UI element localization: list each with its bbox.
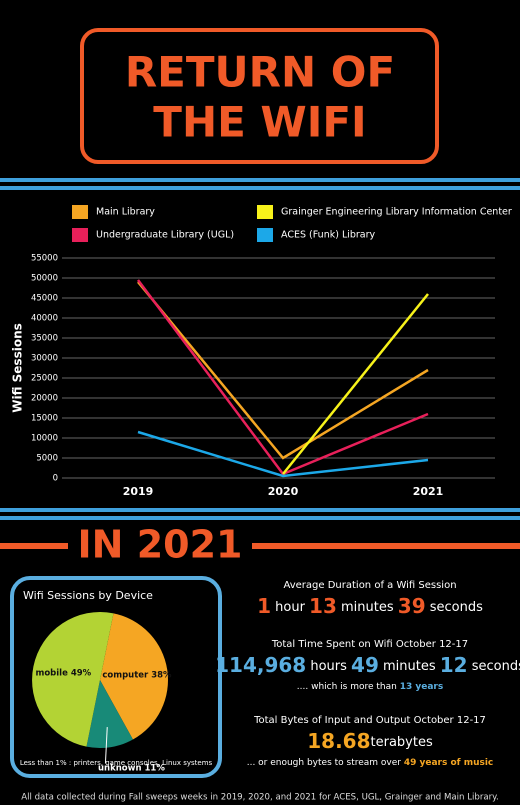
stat-heading: Average Duration of a Wifi Session	[283, 580, 456, 591]
stat-number: 49	[351, 653, 379, 677]
y-tick-label: 20000	[31, 394, 58, 404]
stat-note: ... or enough bytes to stream over 49 ye…	[247, 758, 494, 768]
y-tick-label: 5000	[36, 454, 58, 464]
y-tick-label: 40000	[31, 314, 58, 324]
footer: All data collected during Fall sweeps we…	[21, 793, 499, 803]
heading-rule	[0, 543, 68, 549]
label-pointer	[104, 727, 108, 764]
slice-value: 11%	[145, 763, 166, 773]
y-tick-label: 35000	[31, 334, 58, 344]
legend-swatch	[257, 205, 273, 219]
stat-note: .... which is more than 13 years	[297, 682, 443, 692]
slice-category: mobile	[35, 668, 68, 678]
legend-swatch	[72, 228, 88, 242]
legend-label: Main Library	[96, 207, 155, 218]
stat-value: 18.68terabytes	[307, 729, 433, 753]
stat-number: 39	[398, 594, 426, 618]
stripe	[0, 186, 520, 190]
slice-value: 38%	[151, 670, 172, 680]
y-axis-label: Wifi Sessions	[11, 323, 25, 413]
title-line: THE WIFI	[153, 98, 366, 147]
legend-swatch	[72, 205, 88, 219]
pie-title: Wifi Sessions by Device	[23, 589, 153, 602]
stripe	[0, 516, 520, 520]
legend-label: Grainger Engineering Library Information…	[281, 207, 512, 218]
pie-frame	[10, 576, 222, 778]
stat-value: 114,968 hours 49 minutes 12 seconds	[215, 653, 520, 677]
stat-unit: terabytes	[371, 735, 433, 750]
y-tick-label: 55000	[31, 254, 58, 264]
pie-slice	[32, 612, 114, 747]
stat-value: 1 hour 13 minutes 39 seconds	[257, 594, 483, 618]
stat-unit: seconds	[426, 600, 483, 615]
title-line: RETURN OF	[125, 48, 395, 97]
series-line	[137, 430, 429, 478]
y-tick-label: 30000	[31, 354, 58, 364]
note-highlight: 13 years	[400, 682, 444, 692]
stat-number: 12	[440, 653, 468, 677]
x-tick-label: 2020	[268, 485, 299, 498]
stat-unit: hours	[306, 659, 351, 674]
stat-number: 114,968	[215, 653, 306, 677]
title-frame	[80, 28, 439, 164]
heading-rule	[252, 543, 520, 549]
stat-heading: Total Time Spent on Wifi October 12-17	[271, 639, 468, 650]
slice-label: computer 38%	[102, 670, 172, 680]
y-tick-label: 45000	[31, 294, 58, 304]
pie-slice	[100, 613, 169, 740]
x-tick-label: 2019	[123, 485, 154, 498]
y-tick-label: 10000	[31, 434, 58, 444]
note-text: .... which is more than	[297, 682, 400, 692]
stat-unit: minutes	[379, 659, 440, 674]
slice-category: unknown	[98, 763, 142, 773]
y-tick-label: 50000	[31, 274, 58, 284]
series-line	[137, 281, 429, 460]
x-tick-label: 2021	[413, 485, 444, 498]
section-heading: IN 2021	[78, 523, 243, 567]
y-tick-label: 0	[53, 474, 58, 484]
stripe	[0, 178, 520, 182]
note-text: ... or enough bytes to stream over	[247, 758, 404, 768]
series-line	[282, 293, 429, 475]
slice-category: computer	[102, 670, 149, 680]
stat-heading: Total Bytes of Input and Output October …	[253, 715, 486, 726]
slice-value: 49%	[71, 668, 92, 678]
pie-slice	[86, 680, 133, 748]
slice-label: unknown 11%	[98, 763, 165, 773]
stat-number: 13	[309, 594, 337, 618]
legend-swatch	[257, 228, 273, 242]
note-highlight: 49 years of music	[404, 758, 493, 768]
pie-note: Less than 1% : printers, game consoles, …	[20, 759, 213, 767]
stat-number: 18.68	[307, 729, 370, 753]
stat-unit: seconds	[468, 659, 520, 674]
stat-unit: minutes	[337, 600, 398, 615]
y-tick-label: 15000	[31, 414, 58, 424]
legend-label: ACES (Funk) Library	[281, 230, 376, 241]
stat-number: 1	[257, 594, 271, 618]
stat-unit: hour	[271, 600, 309, 615]
stripe	[0, 508, 520, 512]
y-tick-label: 25000	[31, 374, 58, 384]
slice-label: mobile 49%	[35, 668, 91, 678]
legend-label: Undergraduate Library (UGL)	[96, 230, 234, 241]
